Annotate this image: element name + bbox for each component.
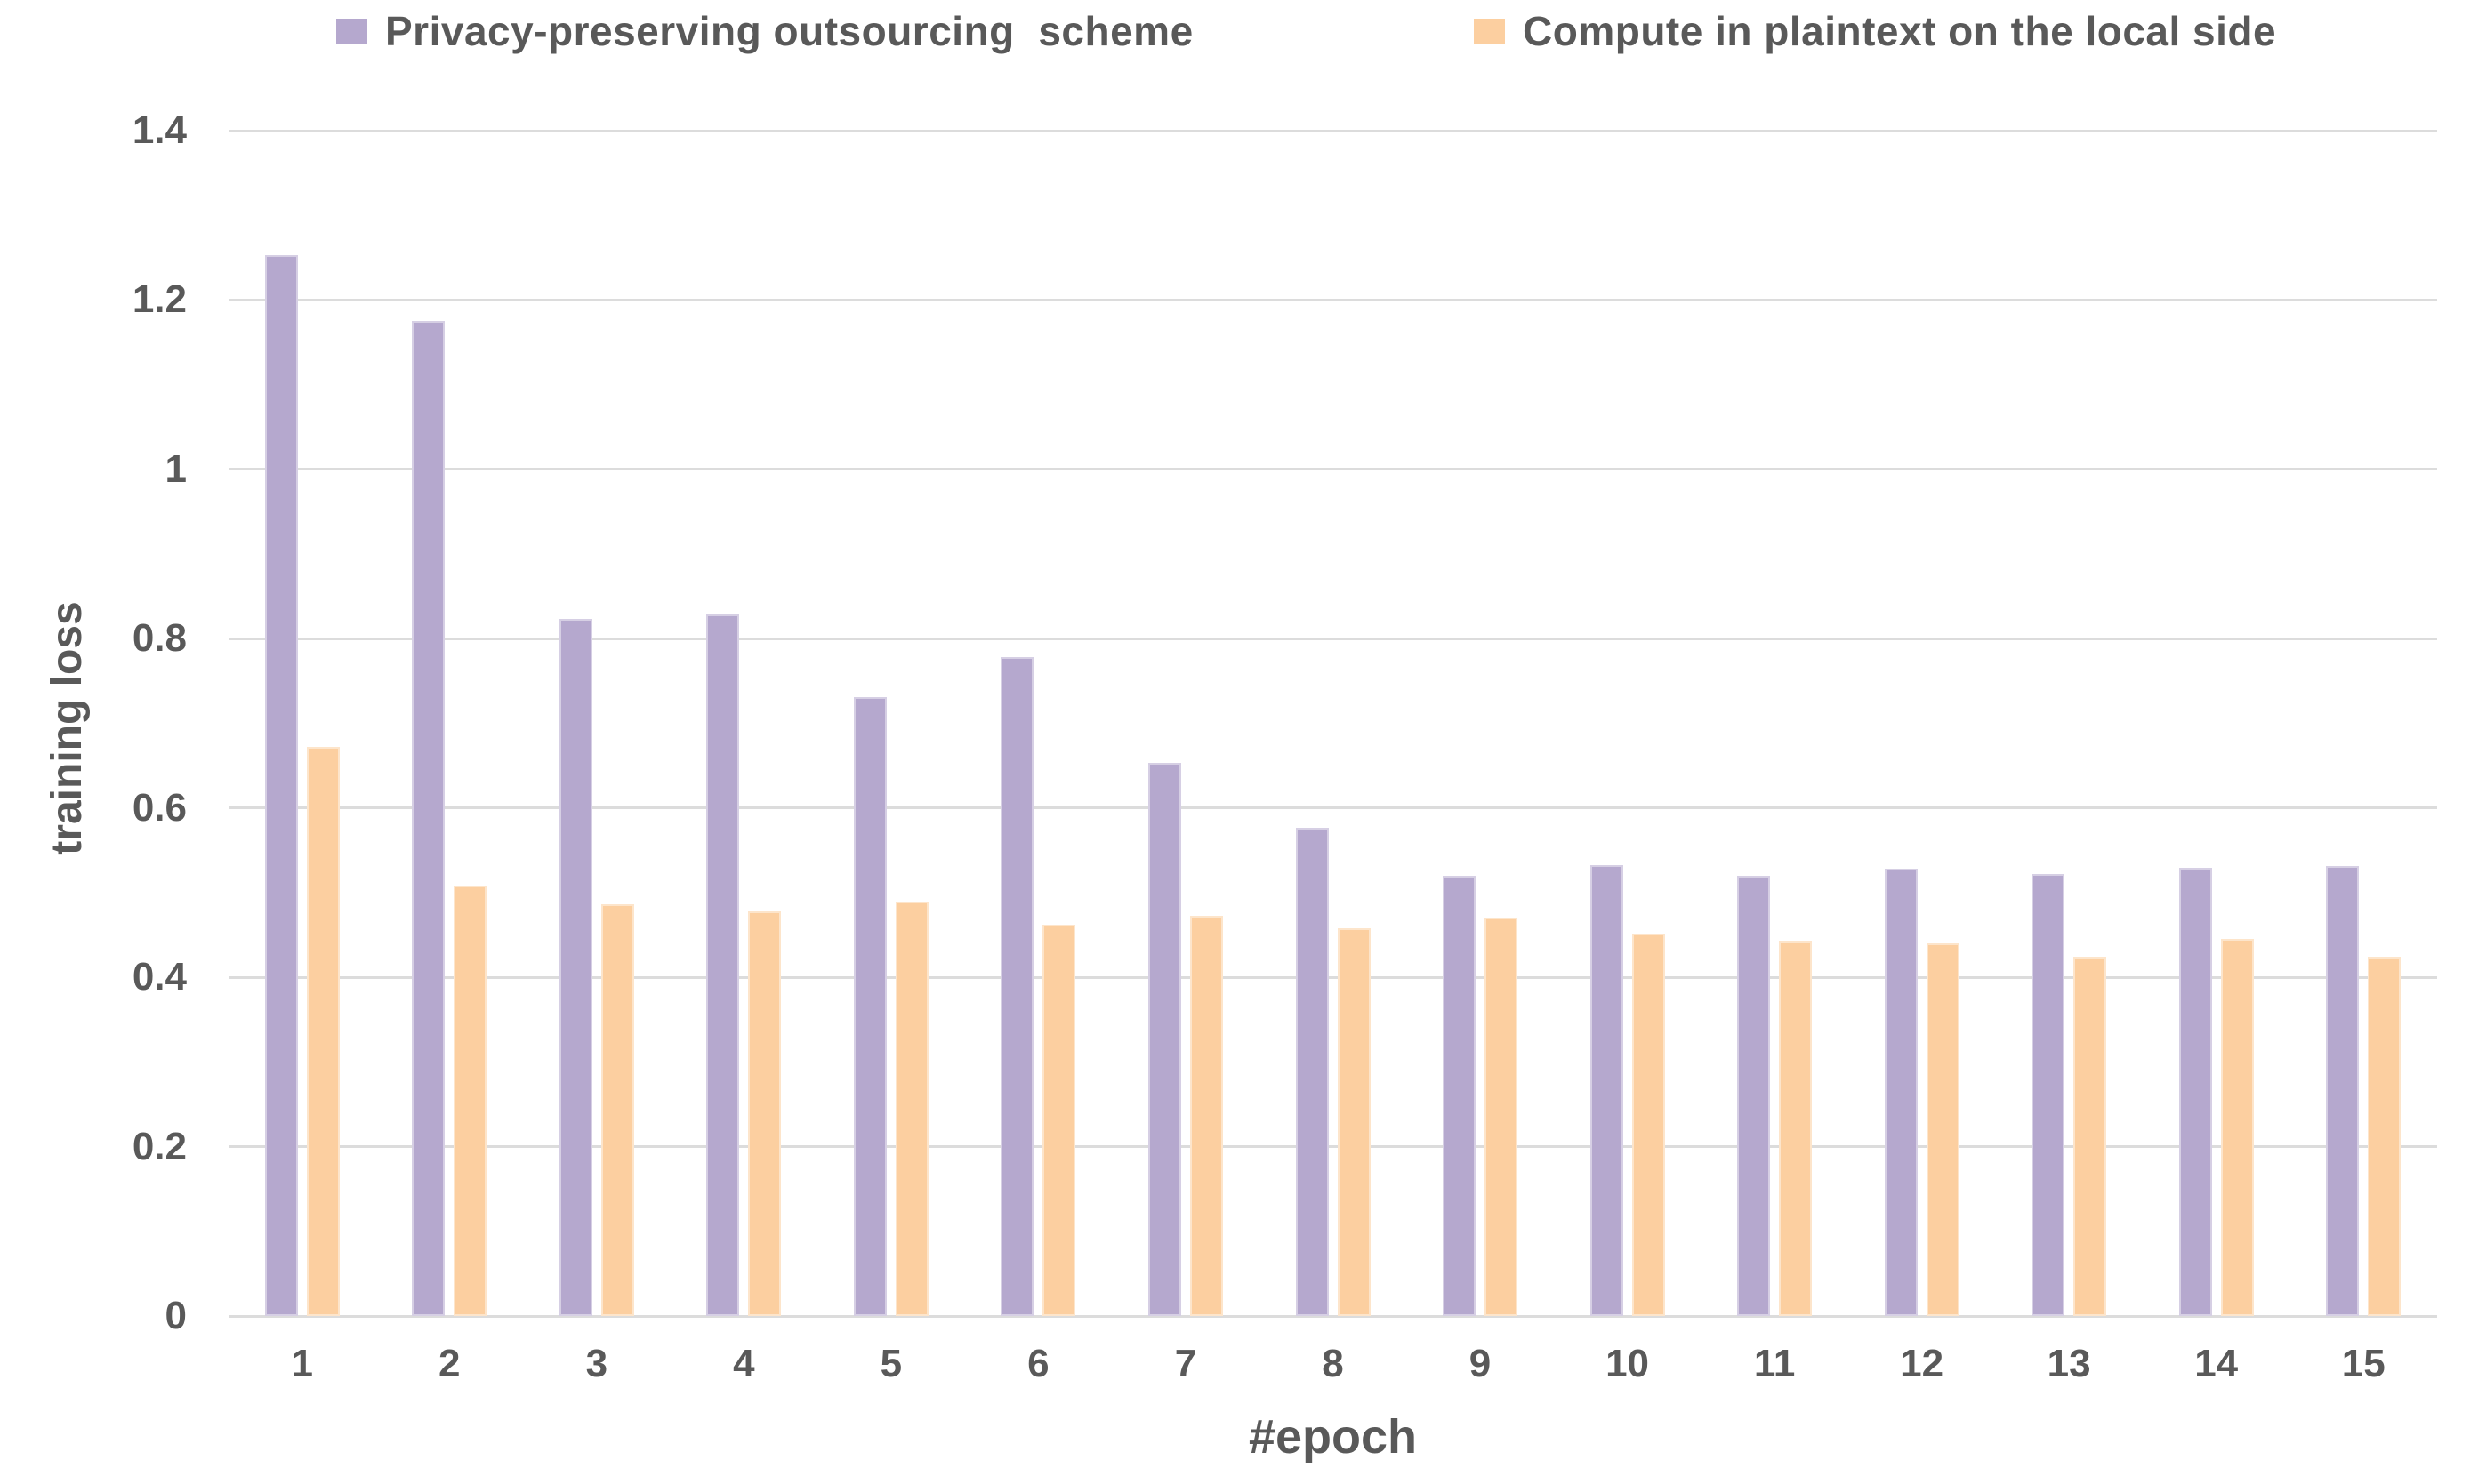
bar-plaintext-epoch-11 [1779,941,1813,1316]
bar-outsourcing-epoch-15 [2326,866,2360,1316]
bar-plaintext-epoch-15 [2368,957,2402,1316]
bar-outsourcing-epoch-7 [1147,763,1181,1316]
legend-label-plaintext: Compute in plaintext on the local side [1523,8,2277,54]
bar-plaintext-epoch-4 [748,910,782,1316]
bar-plaintext-epoch-10 [1631,933,1665,1316]
x-tick-label-11: 11 [1753,1342,1796,1385]
legend-item-outsourcing-scheme: Privacy-preserving outsourcing scheme [336,7,1194,55]
gridline-y-0.2 [229,1145,2437,1149]
x-tick-label-13: 13 [2047,1342,2091,1385]
bar-outsourcing-epoch-5 [853,696,887,1316]
bar-plaintext-epoch-7 [1189,915,1223,1316]
x-tick-label-8: 8 [1322,1342,1344,1385]
bar-outsourcing-epoch-8 [1295,827,1329,1316]
x-tick-label-4: 4 [733,1342,755,1385]
bar-plaintext-epoch-3 [600,904,634,1316]
y-tick-label-1.2: 1.2 [132,277,187,322]
bar-outsourcing-epoch-12 [1884,869,1918,1316]
bar-plaintext-epoch-8 [1337,927,1371,1316]
bar-outsourcing-epoch-9 [1443,875,1476,1316]
bar-plaintext-epoch-6 [1042,925,1076,1316]
bar-plaintext-epoch-2 [454,886,487,1316]
bar-outsourcing-epoch-4 [706,614,740,1316]
bar-outsourcing-epoch-13 [2032,873,2065,1316]
y-tick-label-0.8: 0.8 [132,616,187,661]
x-tick-label-14: 14 [2194,1342,2239,1385]
y-tick-label-0.2: 0.2 [132,1124,187,1168]
x-tick-label-9: 9 [1468,1342,1492,1385]
x-tick-label-7: 7 [1174,1342,1197,1385]
bar-plaintext-epoch-1 [306,747,340,1316]
gridline-y-0 [229,1314,2437,1318]
bar-outsourcing-epoch-3 [559,619,592,1316]
bar-outsourcing-epoch-10 [1589,865,1623,1316]
y-tick-label-1.4: 1.4 [132,108,187,152]
gridline-y-1.4 [229,129,2437,132]
legend-item-plaintext-local: Compute in plaintext on the local side [1474,7,2276,55]
x-tick-label-6: 6 [1027,1342,1050,1385]
bar-plaintext-epoch-14 [2220,939,2254,1316]
x-tick-label-3: 3 [585,1342,608,1385]
bar-plaintext-epoch-13 [2073,957,2107,1316]
bar-outsourcing-epoch-11 [1737,875,1771,1316]
y-tick-label-0: 0 [165,1294,187,1337]
x-tick-label-2: 2 [438,1342,461,1385]
gridline-y-1 [229,468,2437,471]
gridline-y-0.8 [229,637,2437,640]
x-tick-label-15: 15 [2341,1342,2386,1385]
legend-swatch-plaintext-icon [1474,18,1505,44]
x-axis-title: #epoch [1248,1410,1418,1464]
y-tick-label-0.4: 0.4 [132,955,187,999]
y-tick-label-1: 1 [165,446,187,491]
legend-swatch-outsourcing-icon [336,18,367,44]
gridline-y-0.6 [229,806,2437,810]
y-tick-label-0.6: 0.6 [132,785,187,830]
legend-label-outsourcing: Privacy-preserving outsourcing scheme [385,8,1194,54]
bar-plaintext-epoch-5 [895,902,929,1316]
bar-outsourcing-epoch-6 [1001,657,1034,1316]
gridline-y-1.2 [229,298,2437,301]
bar-outsourcing-epoch-1 [264,254,298,1316]
x-tick-label-12: 12 [1900,1342,1944,1385]
x-tick-label-1: 1 [291,1342,313,1385]
bar-plaintext-epoch-9 [1484,918,1518,1316]
bar-outsourcing-epoch-2 [412,321,446,1316]
bar-plaintext-epoch-12 [1926,943,1959,1316]
bar-outsourcing-epoch-14 [2178,868,2212,1316]
x-tick-label-10: 10 [1605,1342,1650,1385]
x-tick-label-5: 5 [880,1342,903,1385]
gridline-y-0.4 [229,975,2437,979]
